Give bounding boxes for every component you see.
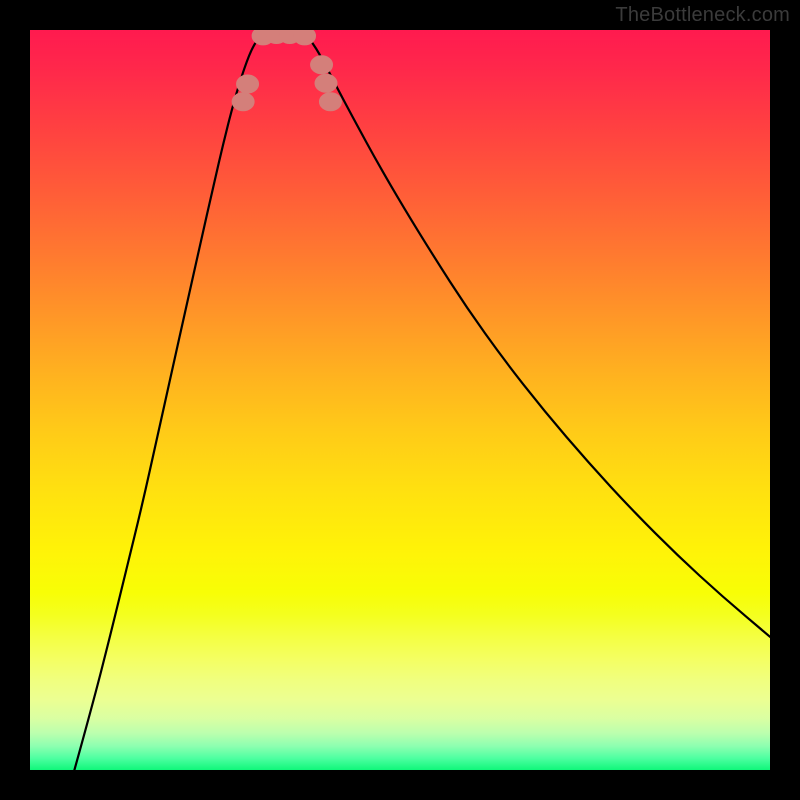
data-markers (232, 30, 341, 111)
watermark-text: TheBottleneck.com (615, 4, 790, 27)
data-marker (232, 93, 254, 111)
data-marker (319, 93, 341, 111)
data-marker (237, 75, 259, 93)
curve-layer (30, 30, 770, 770)
bottleneck-curve-left (74, 31, 263, 770)
data-marker (315, 74, 337, 92)
plot-area (30, 30, 770, 770)
bottleneck-curve-right (304, 31, 770, 636)
data-marker (294, 30, 316, 45)
data-marker (311, 56, 333, 74)
